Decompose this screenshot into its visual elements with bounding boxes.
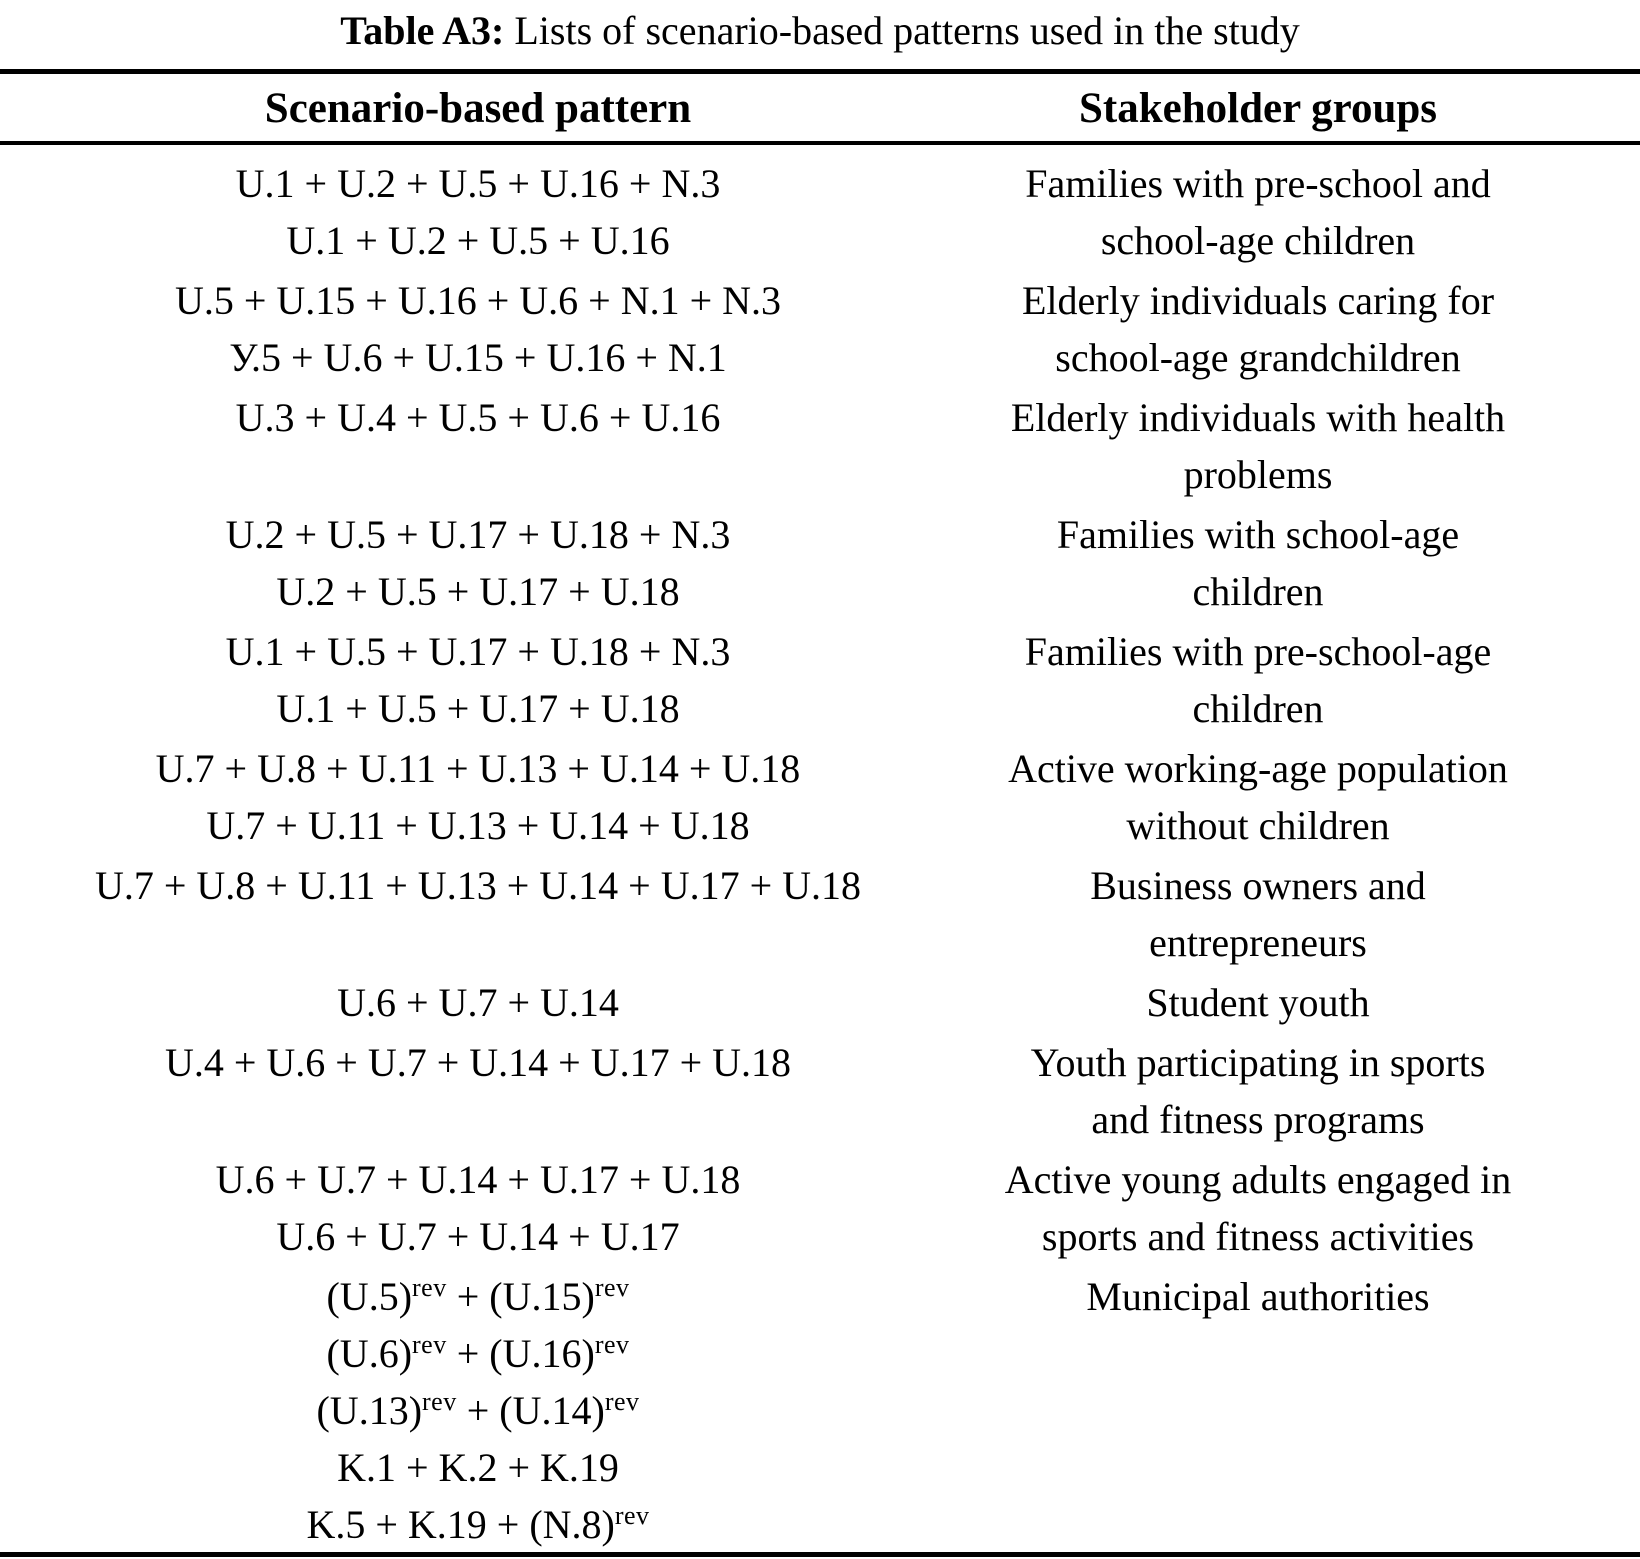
stakeholder-line: Families with pre-school-age — [1024, 629, 1492, 674]
pattern-cell: U.4 + U.6 + U.7 + U.14 + U.17 + U.18 — [0, 1034, 956, 1148]
stakeholder-cell: Elderly individuals with health problems — [956, 389, 1560, 503]
stakeholder-line: Elderly individuals caring for — [1021, 278, 1495, 323]
column-header-stakeholder: Stakeholder groups — [1078, 85, 1438, 132]
stakeholder-line: problems — [1183, 452, 1333, 497]
stakeholder-line: Municipal authorities — [1086, 1274, 1430, 1319]
stakeholder-line: children — [1192, 569, 1324, 614]
pattern-line: У.5 + U.6 + U.15 + U.16 + N.1 — [229, 335, 727, 380]
pattern-line: K.1 + K.2 + K.19 — [337, 1445, 619, 1490]
stakeholder-line: Business owners and — [1090, 863, 1426, 908]
table-header-rule — [0, 141, 1640, 145]
pattern-cell: U.6 + U.7 + U.14 + U.17 + U.18 U.6 + U.7 … — [0, 1151, 956, 1265]
stakeholder-line: sports and fitness activities — [1041, 1214, 1475, 1259]
pattern-line: U.1 + U.5 + U.17 + U.18 + N.3 — [225, 629, 731, 674]
table-caption: Table A3: Lists of scenario-based patter… — [0, 6, 1640, 56]
pattern-line: U.5 + U.15 + U.16 + U.6 + N.1 + N.3 — [174, 278, 782, 323]
table-row: U.6 + U.7 + U.14 + U.17 + U.18 U.6 + U.7 … — [0, 1151, 1640, 1265]
stakeholder-line: Families with pre-school and — [1025, 161, 1491, 206]
pattern-cell: U.7 + U.8 + U.11 + U.13 + U.14 + U.17 + … — [0, 857, 956, 971]
pattern-cell: U.1 + U.2 + U.5 + U.16 + N.3 U.1 + U.2 + … — [0, 155, 956, 269]
table-top-rule — [0, 69, 1640, 74]
stakeholder-line: Families with school-age — [1056, 512, 1460, 557]
pattern-cell: U.1 + U.5 + U.17 + U.18 + N.3 U.1 + U.5 +… — [0, 623, 956, 737]
column-header-pattern: Scenario-based pattern — [264, 85, 692, 132]
stakeholder-line: children — [1192, 686, 1324, 731]
stakeholder-cell: Active young adults engaged in sports and… — [956, 1151, 1560, 1265]
stakeholder-cell: Families with pre-school and school-age c… — [956, 155, 1560, 269]
stakeholder-cell: Families with school-age children — [956, 506, 1560, 620]
table-row: U.1 + U.5 + U.17 + U.18 + N.3 U.1 + U.5 +… — [0, 623, 1640, 737]
pattern-line: U.6 + U.7 + U.14 + U.17 — [276, 1214, 680, 1259]
table-row: U.7 + U.8 + U.11 + U.13 + U.14 + U.18 U.7… — [0, 740, 1640, 854]
stakeholder-cell: Active working-age population without chi… — [956, 740, 1560, 854]
stakeholder-line: Youth participating in sports — [1030, 1040, 1486, 1085]
stakeholder-line: school-age children — [1100, 218, 1416, 263]
table-row: U.6 + U.7 + U.14 Student youth — [0, 974, 1640, 1031]
pattern-cell: U.6 + U.7 + U.14 — [0, 974, 956, 1031]
pattern-line: (U.13)rev + (U.14)rev — [316, 1387, 640, 1433]
table-caption-label: Table A3: — [340, 8, 505, 53]
pattern-line: U.6 + U.7 + U.14 + U.17 + U.18 — [215, 1157, 741, 1202]
stakeholder-cell: Elderly individuals caring for school-age… — [956, 272, 1560, 386]
stakeholder-line: school-age grandchildren — [1055, 335, 1461, 380]
stakeholder-line: without children — [1126, 803, 1390, 848]
stakeholder-cell: Families with pre-school-age children — [956, 623, 1560, 737]
pattern-cell: U.2 + U.5 + U.17 + U.18 + N.3 U.2 + U.5 +… — [0, 506, 956, 620]
stakeholder-line: Student youth — [1146, 980, 1370, 1025]
pattern-cell: U.5 + U.15 + U.16 + U.6 + N.1 + N.3 У.5 +… — [0, 272, 956, 386]
table-body: U.1 + U.2 + U.5 + U.16 + N.3 U.1 + U.2 + … — [0, 155, 1640, 1553]
pattern-line: U.1 + U.2 + U.5 + U.16 + N.3 — [235, 161, 721, 206]
table-row: U.4 + U.6 + U.7 + U.14 + U.17 + U.18 You… — [0, 1034, 1640, 1148]
table-row: U.7 + U.8 + U.11 + U.13 + U.14 + U.17 + … — [0, 857, 1640, 971]
pattern-line: (U.5)rev + (U.15)rev — [326, 1273, 630, 1319]
pattern-cell: U.3 + U.4 + U.5 + U.6 + U.16 — [0, 389, 956, 503]
stakeholder-line: Active young adults engaged in — [1004, 1157, 1512, 1202]
table-bottom-rule — [0, 1552, 1640, 1557]
pattern-line: U.1 + U.2 + U.5 + U.16 — [286, 218, 670, 263]
pattern-line: U.1 + U.5 + U.17 + U.18 — [276, 686, 680, 731]
stakeholder-line: Active working-age population — [1008, 746, 1508, 791]
pattern-cell: (U.5)rev + (U.15)rev (U.6)rev + (U.16)rev… — [0, 1268, 956, 1553]
table-row: U.2 + U.5 + U.17 + U.18 + N.3 U.2 + U.5 +… — [0, 506, 1640, 620]
pattern-line: U.7 + U.11 + U.13 + U.14 + U.18 — [206, 803, 750, 848]
stakeholder-line: entrepreneurs — [1149, 920, 1367, 965]
table-row: U.3 + U.4 + U.5 + U.6 + U.16 Elderly ind… — [0, 389, 1640, 503]
table-row: (U.5)rev + (U.15)rev (U.6)rev + (U.16)rev… — [0, 1268, 1640, 1553]
pattern-line: U.7 + U.8 + U.11 + U.13 + U.14 + U.17 + … — [94, 863, 862, 908]
pattern-cell: U.7 + U.8 + U.11 + U.13 + U.14 + U.18 U.7… — [0, 740, 956, 854]
stakeholder-cell: Youth participating in sports and fitness… — [956, 1034, 1560, 1148]
table-header-row: Scenario-based pattern Stakeholder group… — [0, 80, 1640, 138]
table-row: U.5 + U.15 + U.16 + U.6 + N.1 + N.3 У.5 +… — [0, 272, 1640, 386]
pattern-line: K.5 + K.19 + (N.8)rev — [306, 1501, 650, 1547]
table-caption-text: Lists of scenario-based patterns used in… — [504, 8, 1300, 53]
stakeholder-line: and fitness programs — [1091, 1097, 1425, 1142]
stakeholder-cell: Business owners and entrepreneurs — [956, 857, 1560, 971]
pattern-line: U.4 + U.6 + U.7 + U.14 + U.17 + U.18 — [164, 1040, 792, 1085]
table-row: U.1 + U.2 + U.5 + U.16 + N.3 U.1 + U.2 + … — [0, 155, 1640, 269]
pattern-line: U.3 + U.4 + U.5 + U.6 + U.16 — [235, 395, 721, 440]
pattern-line: U.2 + U.5 + U.17 + U.18 — [276, 569, 680, 614]
stakeholder-line: Elderly individuals with health — [1010, 395, 1506, 440]
pattern-line: U.7 + U.8 + U.11 + U.13 + U.14 + U.18 — [155, 746, 801, 791]
stakeholder-cell: Municipal authorities — [956, 1268, 1560, 1553]
pattern-line: (U.6)rev + (U.16)rev — [326, 1330, 630, 1376]
pattern-line: U.6 + U.7 + U.14 — [337, 980, 619, 1025]
stakeholder-cell: Student youth — [956, 974, 1560, 1031]
pattern-line: U.2 + U.5 + U.17 + U.18 + N.3 — [225, 512, 731, 557]
